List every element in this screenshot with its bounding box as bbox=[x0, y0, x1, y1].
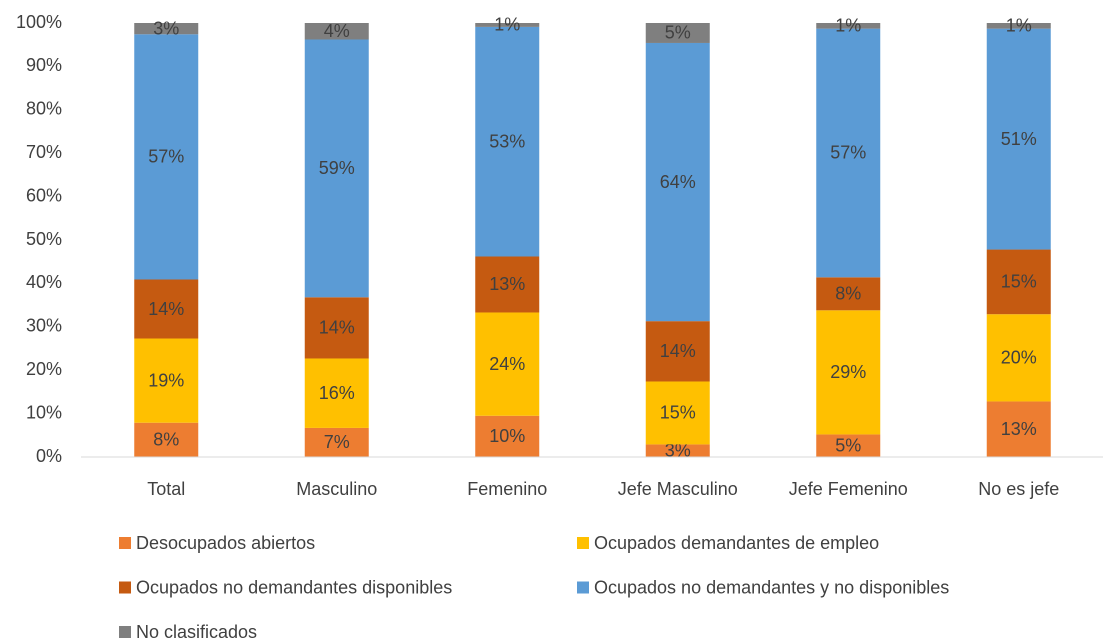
data-label: 5% bbox=[835, 435, 861, 455]
data-label: 57% bbox=[830, 143, 866, 163]
legend-swatch bbox=[577, 537, 589, 549]
y-tick-label: 100% bbox=[16, 12, 62, 32]
data-label: 59% bbox=[319, 158, 355, 178]
bar-segment bbox=[816, 28, 881, 278]
legend-swatch bbox=[577, 581, 589, 594]
y-tick-label: 70% bbox=[26, 142, 62, 162]
y-tick-label: 30% bbox=[26, 316, 62, 336]
bar-segment bbox=[816, 23, 881, 29]
data-label: 3% bbox=[153, 18, 179, 38]
y-tick-label: 0% bbox=[36, 446, 62, 466]
data-label: 29% bbox=[830, 362, 866, 382]
bar-segment bbox=[645, 42, 710, 322]
legend-swatch bbox=[119, 626, 131, 638]
data-label: 5% bbox=[665, 23, 691, 43]
data-label: 10% bbox=[489, 426, 525, 446]
legend-label: Ocupados no demandantes disponibles bbox=[136, 577, 452, 597]
legend-swatch bbox=[119, 581, 131, 594]
legend-label: Desocupados abiertos bbox=[136, 533, 315, 553]
x-tick-label: Jefe Masculino bbox=[618, 479, 738, 499]
y-tick-label: 10% bbox=[26, 402, 62, 422]
bar-segment bbox=[134, 34, 199, 280]
bar-segment bbox=[645, 381, 710, 445]
y-tick-label: 50% bbox=[26, 229, 62, 249]
data-label: 14% bbox=[660, 341, 696, 361]
x-tick-label: Femenino bbox=[467, 479, 547, 499]
y-tick-label: 80% bbox=[26, 99, 62, 119]
x-tick-label: Jefe Femenino bbox=[789, 479, 908, 499]
data-label: 8% bbox=[835, 284, 861, 304]
bar-segment bbox=[986, 314, 1051, 402]
data-label: 1% bbox=[494, 15, 520, 35]
bar-segment bbox=[134, 23, 199, 35]
bar-segment bbox=[475, 256, 540, 313]
y-tick-label: 20% bbox=[26, 359, 62, 379]
y-tick-label: 90% bbox=[26, 55, 62, 75]
data-label: 1% bbox=[1006, 16, 1032, 36]
bar-segment bbox=[816, 277, 881, 311]
data-label: 1% bbox=[835, 16, 861, 36]
bar-segment bbox=[304, 23, 369, 40]
data-label: 53% bbox=[489, 131, 525, 151]
data-label: 13% bbox=[489, 274, 525, 294]
bar-segment bbox=[816, 434, 881, 457]
bar-segment bbox=[134, 422, 199, 457]
data-label: 14% bbox=[319, 318, 355, 338]
bar-segment bbox=[304, 427, 369, 457]
bar-segment bbox=[986, 401, 1051, 457]
legend-label: Ocupados no demandantes y no disponibles bbox=[594, 577, 949, 597]
y-tick-label: 40% bbox=[26, 272, 62, 292]
bar-segment bbox=[816, 310, 881, 435]
data-label: 13% bbox=[1001, 419, 1037, 439]
data-label: 51% bbox=[1001, 129, 1037, 149]
data-label: 7% bbox=[324, 432, 350, 452]
data-label: 19% bbox=[148, 370, 184, 390]
data-label: 4% bbox=[324, 21, 350, 41]
bar-segment bbox=[986, 23, 1051, 29]
data-label: 16% bbox=[319, 383, 355, 403]
legend-label: Ocupados demandantes de empleo bbox=[594, 533, 879, 553]
legend-label: No clasificados bbox=[136, 622, 257, 640]
bar-segment bbox=[986, 28, 1051, 250]
legend-swatch bbox=[119, 537, 131, 549]
data-label: 64% bbox=[660, 172, 696, 192]
bar-segment bbox=[475, 415, 540, 457]
bar-segment bbox=[475, 26, 540, 257]
bar-segment bbox=[645, 23, 710, 43]
data-label: 8% bbox=[153, 430, 179, 450]
data-label: 15% bbox=[660, 403, 696, 423]
data-label: 24% bbox=[489, 354, 525, 374]
x-tick-label: No es jefe bbox=[978, 479, 1059, 499]
bar-segment bbox=[304, 297, 369, 359]
bar-segment bbox=[134, 338, 199, 423]
bar-segment bbox=[645, 444, 710, 457]
data-label: 15% bbox=[1001, 272, 1037, 292]
x-tick-label: Total bbox=[147, 479, 185, 499]
data-label: 14% bbox=[148, 299, 184, 319]
bar-segment bbox=[645, 321, 710, 382]
bar-segment bbox=[304, 358, 369, 428]
bar-segment bbox=[134, 279, 199, 339]
bar-segment bbox=[475, 312, 540, 416]
bar-segment bbox=[986, 249, 1051, 315]
bar-segment bbox=[475, 23, 540, 27]
x-tick-label: Masculino bbox=[296, 479, 377, 499]
bar-segment bbox=[304, 39, 369, 298]
data-label: 20% bbox=[1001, 348, 1037, 368]
data-label: 57% bbox=[148, 147, 184, 167]
y-tick-label: 60% bbox=[26, 185, 62, 205]
data-label: 3% bbox=[665, 440, 691, 460]
